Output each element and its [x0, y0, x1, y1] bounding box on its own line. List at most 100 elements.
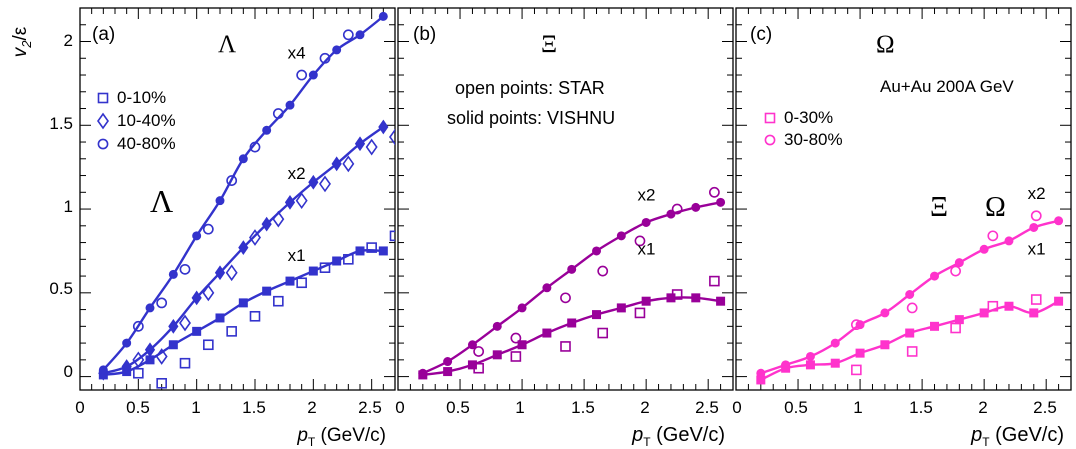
- scale-factor-label: x1: [288, 246, 306, 265]
- x-tick-label: 1.5: [571, 398, 595, 417]
- data-point: [342, 155, 355, 173]
- data-point: [122, 338, 132, 348]
- data-point: [1004, 236, 1014, 246]
- series-solid-circle: [418, 197, 726, 378]
- x-tick-label: 0: [732, 398, 741, 417]
- legend-marker: [764, 134, 776, 146]
- data-point: [954, 315, 964, 325]
- x-axis-label-c: pT (GeV/c): [970, 424, 1064, 449]
- data-point: [389, 128, 395, 146]
- data-point: [168, 318, 179, 334]
- plot-frame: [79, 7, 396, 391]
- data-point: [355, 30, 365, 40]
- data-point: [249, 310, 261, 322]
- data-point: [121, 359, 132, 374]
- y-axis-label: v2/ε: [10, 26, 34, 57]
- series-line: [760, 300, 1060, 382]
- data-point: [343, 254, 354, 265]
- particle-label-b: Ξ: [541, 31, 557, 58]
- data-point: [262, 286, 272, 296]
- data-point: [378, 119, 389, 135]
- data-point: [144, 342, 156, 358]
- particle-label-a: Λ: [218, 31, 236, 58]
- data-point: [155, 348, 168, 365]
- series-line: [103, 249, 384, 377]
- data-point: [331, 156, 342, 172]
- data-point: [215, 196, 225, 206]
- panel-label-b: (b): [413, 24, 436, 45]
- data-point: [132, 320, 144, 332]
- data-point: [781, 360, 791, 370]
- data-point: [1030, 294, 1042, 305]
- x-tick-labels-a: 0 0.5 1 1.5 2 2.5 0: [75, 398, 404, 417]
- axis-ticks: [735, 7, 1072, 390]
- plot-area: [418, 186, 726, 380]
- legend-c: 0-30% 30-80%: [764, 108, 843, 149]
- data-point: [592, 246, 602, 256]
- data-point: [906, 302, 918, 314]
- data-point: [389, 230, 395, 242]
- series-open-square: [851, 294, 1042, 376]
- y-tick-labels: 0 0.5 1 1.5 2: [49, 31, 73, 381]
- data-point: [249, 141, 261, 153]
- data-point: [261, 216, 272, 232]
- data-point: [930, 321, 940, 331]
- data-point: [542, 328, 552, 338]
- data-point: [634, 235, 646, 247]
- data-point: [215, 313, 225, 323]
- x-tick-label: 1: [515, 398, 524, 417]
- series-solid-circle: [98, 11, 388, 375]
- data-point: [666, 293, 676, 303]
- x-tick-label: 1: [191, 398, 200, 417]
- data-point: [272, 108, 284, 119]
- data-point: [1029, 308, 1039, 318]
- data-point: [203, 339, 214, 351]
- data-point: [132, 351, 145, 369]
- data-point: [285, 276, 295, 286]
- data-point: [616, 303, 626, 313]
- data-point: [473, 346, 485, 357]
- particle-inset-label-a: Λ: [150, 183, 173, 219]
- data-point: [145, 303, 155, 313]
- data-point: [262, 125, 272, 135]
- x-tick-label: 0: [395, 398, 404, 417]
- data-point: [979, 244, 989, 254]
- y-tick-label: 0.5: [49, 279, 73, 298]
- legend-marker: [764, 112, 776, 124]
- x-tick-label: 1.5: [242, 398, 266, 417]
- data-point: [418, 368, 428, 378]
- data-point: [473, 362, 484, 374]
- data-point: [443, 367, 453, 377]
- data-point: [634, 307, 646, 319]
- plot-frame: [735, 7, 1072, 391]
- legend-label: 30-80%: [784, 130, 843, 149]
- data-point: [332, 45, 342, 55]
- x-tick-labels-c: 0.5 1 1.5 2 2.5: [784, 398, 1057, 417]
- x-tick-labels-b: 0.5 1 1.5 2 2.5 0: [446, 398, 742, 417]
- plot-area: [98, 11, 395, 389]
- data-point: [319, 262, 331, 273]
- data-point: [226, 326, 237, 337]
- x-tick-label: 2: [978, 398, 987, 417]
- data-point: [671, 289, 683, 300]
- x-axis-label-b: pT (GeV/c): [631, 424, 725, 449]
- series-open-square: [133, 230, 395, 389]
- axis-ticks: [397, 7, 734, 390]
- series-open-circle: [850, 210, 1042, 331]
- panel-c: x2 x1: [735, 7, 1072, 391]
- data-point: [954, 258, 964, 268]
- data-point: [756, 368, 766, 378]
- particle-label-c: Ω: [876, 31, 895, 58]
- data-point: [191, 290, 202, 306]
- series-line: [422, 201, 721, 375]
- data-point: [179, 263, 191, 275]
- y-tick-label: 1: [64, 197, 73, 216]
- data-point: [850, 319, 862, 331]
- data-point: [905, 290, 915, 299]
- series-solid-square: [418, 293, 726, 380]
- series-open-diamond: [132, 128, 395, 369]
- data-point: [202, 223, 214, 235]
- data-point: [950, 265, 962, 277]
- data-point: [987, 230, 999, 242]
- data-point: [542, 283, 552, 293]
